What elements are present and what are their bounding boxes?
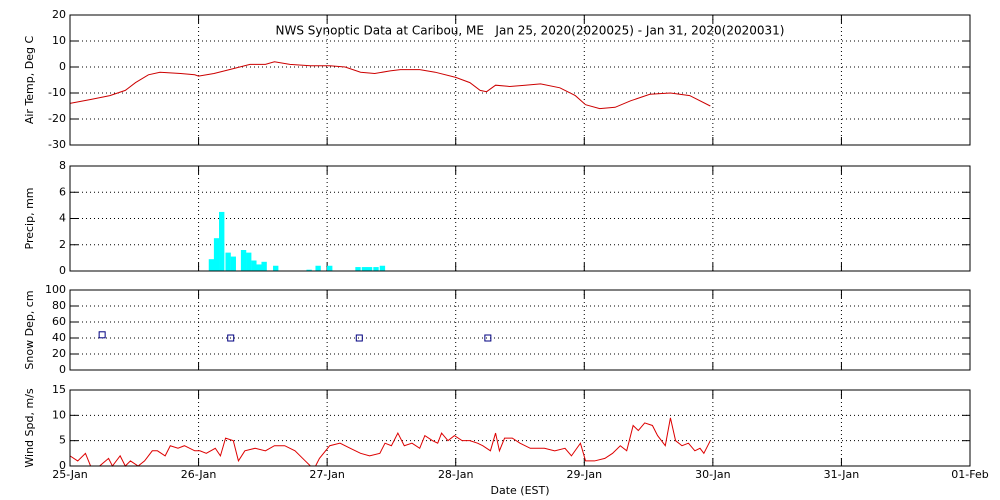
y-tick-label: 80 (52, 299, 66, 312)
y-tick-label: 0 (59, 60, 66, 73)
bar (355, 267, 361, 271)
y-tick-label: 20 (52, 8, 66, 21)
y-tick-label: 4 (59, 212, 66, 225)
bar (213, 238, 220, 271)
point (227, 334, 235, 342)
y-axis-label: Snow Dep, cm (23, 290, 36, 369)
y-tick-label: -30 (48, 138, 66, 151)
bar (379, 265, 386, 271)
y-tick-label: 15 (52, 383, 66, 396)
data-line (69, 61, 711, 110)
x-tick-label: 26-Jan (181, 468, 217, 481)
y-tick-label: 0 (59, 264, 66, 277)
bar (315, 265, 321, 271)
x-tick-label: 30-Jan (695, 468, 731, 481)
x-tick-label: 25-Jan (52, 468, 88, 481)
bar (327, 265, 333, 271)
plot-frame (69, 165, 971, 272)
bar (273, 265, 279, 271)
x-tick-label: 31-Jan (824, 468, 860, 481)
bar (230, 256, 236, 271)
y-axis-label: Precip, mm (23, 188, 36, 250)
y-tick-label: 5 (59, 434, 66, 447)
x-tick-label: 01-Feb (951, 468, 988, 481)
bar (208, 259, 215, 271)
x-tick-label: 29-Jan (567, 468, 603, 481)
data-line (69, 417, 711, 467)
bar (261, 261, 267, 271)
y-tick-label: 60 (52, 315, 66, 328)
y-tick-label: -10 (48, 86, 66, 99)
x-tick-label: 28-Jan (438, 468, 474, 481)
bar (240, 250, 247, 271)
y-tick-label: 10 (52, 408, 66, 421)
point (484, 334, 492, 342)
plot-frame (69, 14, 971, 146)
y-tick-label: 20 (52, 347, 66, 360)
y-tick-label: 2 (59, 238, 66, 251)
y-tick-label: -20 (48, 112, 66, 125)
chart-title: NWS Synoptic Data at Caribou, ME Jan 25,… (276, 24, 785, 38)
y-tick-label: 100 (45, 283, 66, 296)
bar (256, 264, 262, 271)
bar (219, 211, 225, 271)
bar (251, 260, 257, 271)
y-axis-label: Air Temp, Deg C (23, 36, 36, 125)
point (98, 331, 106, 339)
plot-frame (69, 289, 971, 371)
x-axis-label: Date (EST) (490, 484, 549, 497)
y-tick-label: 8 (59, 159, 66, 172)
bar (246, 252, 252, 271)
bar (366, 267, 373, 271)
y-tick-label: 0 (59, 459, 66, 472)
y-tick-label: 10 (52, 34, 66, 47)
y-tick-label: 0 (59, 363, 66, 376)
point (355, 334, 363, 342)
plot-frame (69, 389, 971, 467)
bar (373, 267, 379, 271)
x-tick-label: 27-Jan (309, 468, 345, 481)
y-tick-label: 40 (52, 331, 66, 344)
bar (306, 269, 312, 271)
bar (361, 267, 368, 271)
y-tick-label: 6 (59, 185, 66, 198)
bar (225, 252, 231, 271)
y-axis-label: Wind Spd, m/s (23, 388, 36, 468)
